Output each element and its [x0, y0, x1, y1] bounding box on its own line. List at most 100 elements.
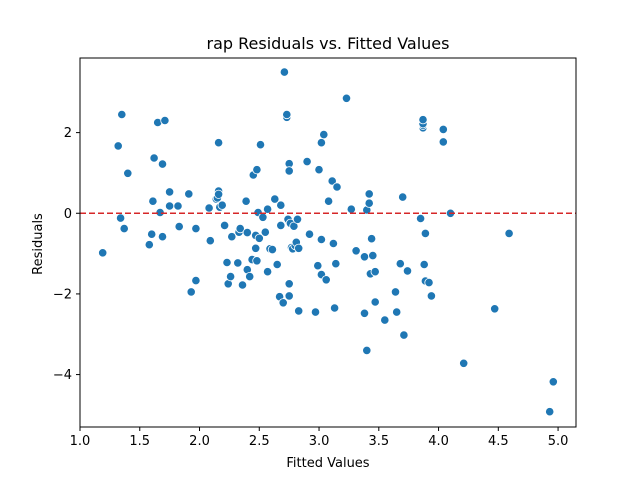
data-point — [262, 267, 273, 277]
y-tick-label: −4 — [53, 368, 72, 383]
data-point — [160, 115, 170, 126]
x-tick-label: 1.0 — [70, 434, 91, 449]
data-point — [294, 306, 304, 316]
data-point — [504, 228, 514, 238]
data-point — [331, 259, 341, 269]
data-point — [490, 304, 500, 314]
data-point — [214, 138, 224, 148]
y-tick-label: 2 — [64, 126, 72, 141]
x-tick-label: 5.0 — [548, 434, 569, 449]
data-point — [426, 291, 436, 301]
data-point — [402, 266, 413, 276]
x-tick-label: 4.0 — [428, 434, 449, 449]
data-point — [276, 220, 286, 230]
plot-frame — [79, 57, 577, 428]
data-point — [262, 204, 273, 214]
data-point — [282, 109, 292, 120]
data-point — [123, 168, 133, 178]
data-point — [204, 203, 214, 213]
data-point — [157, 232, 168, 242]
data-point — [420, 228, 430, 238]
x-tick-label: 4.5 — [488, 434, 509, 449]
data-point — [359, 308, 370, 318]
data-point — [205, 236, 215, 246]
data-point — [186, 287, 196, 297]
data-point — [144, 240, 154, 250]
data-point — [284, 279, 294, 289]
data-point — [165, 187, 175, 197]
data-point — [346, 204, 356, 214]
data-point — [399, 330, 409, 340]
data-point — [251, 243, 261, 253]
data-point — [252, 165, 262, 175]
data-point — [267, 245, 277, 255]
data-point — [235, 224, 245, 234]
data-point — [390, 287, 401, 297]
data-point — [341, 93, 352, 103]
data-point — [292, 214, 303, 224]
data-point — [332, 182, 342, 192]
data-point — [316, 138, 326, 148]
data-point — [351, 246, 361, 256]
data-point — [302, 157, 312, 167]
data-point — [329, 303, 340, 313]
y-axis-ticks: −4 −2 0 2 — [53, 126, 80, 383]
x-tick-label: 3.0 — [309, 434, 330, 449]
data-point — [438, 137, 448, 147]
data-point — [174, 222, 184, 232]
data-point — [276, 200, 286, 210]
data-point — [113, 141, 123, 151]
data-point — [419, 259, 429, 270]
data-point — [222, 257, 232, 268]
data-point — [252, 256, 262, 266]
data-points — [98, 67, 558, 417]
data-point — [157, 159, 168, 169]
data-point — [327, 176, 337, 186]
data-point — [217, 200, 227, 210]
data-point — [364, 189, 374, 199]
data-point — [258, 212, 268, 222]
data-point — [415, 213, 426, 224]
data-point — [316, 234, 326, 245]
data-point — [294, 243, 304, 253]
data-point — [278, 298, 288, 308]
data-point — [226, 271, 236, 282]
data-point — [284, 291, 294, 301]
data-point — [359, 252, 370, 262]
data-point — [424, 277, 434, 288]
data-point — [227, 232, 237, 242]
data-point — [220, 220, 230, 230]
data-point — [149, 153, 159, 163]
x-tick-label: 2.5 — [249, 434, 270, 449]
data-point — [255, 140, 266, 150]
data-point — [148, 196, 158, 206]
x-tick-label: 3.5 — [368, 434, 389, 449]
chart-title: rap Residuals vs. Fitted Values — [207, 34, 450, 53]
data-point — [119, 224, 129, 234]
x-axis-ticks: 1.0 1.5 2.0 2.5 3.0 3.5 4.0 4.5 5.0 — [70, 427, 569, 449]
data-point — [323, 196, 334, 206]
data-point — [370, 267, 380, 277]
data-point — [242, 228, 252, 238]
data-point — [233, 258, 243, 268]
x-axis-label: Fitted Values — [286, 456, 369, 471]
y-axis-label: Residuals — [31, 213, 46, 275]
data-point — [438, 124, 448, 134]
data-point — [279, 67, 289, 77]
data-point — [241, 196, 251, 206]
data-point — [116, 213, 126, 223]
data-point — [260, 227, 270, 237]
data-point — [362, 345, 372, 355]
data-point — [191, 224, 201, 234]
data-point — [284, 166, 294, 176]
data-point — [545, 407, 555, 417]
data-point — [319, 130, 329, 140]
data-point — [310, 307, 321, 317]
data-point — [548, 377, 558, 387]
y-tick-label: 0 — [64, 207, 72, 222]
data-point — [173, 201, 183, 211]
data-point — [191, 275, 201, 286]
data-point — [392, 307, 402, 317]
data-point — [245, 271, 255, 282]
